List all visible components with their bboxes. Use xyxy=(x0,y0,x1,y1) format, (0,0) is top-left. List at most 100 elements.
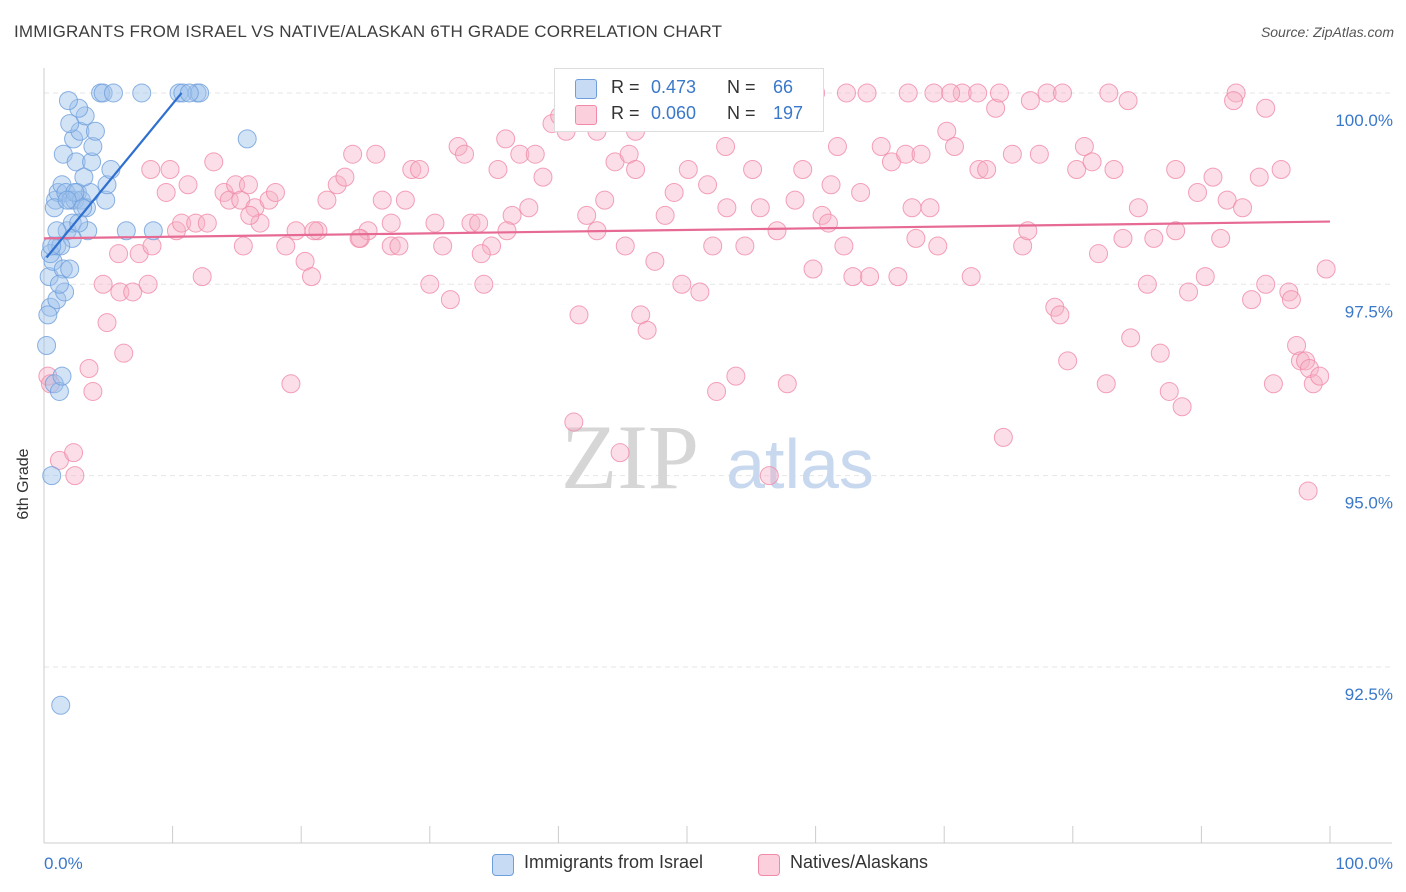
axes xyxy=(43,68,1392,844)
point-natives xyxy=(793,159,813,179)
point-natives xyxy=(750,198,770,218)
bottom-legend-swatch-israel xyxy=(492,854,514,876)
bottom-legend-israel[interactable]: Immigrants from Israel xyxy=(492,852,742,876)
point-natives xyxy=(455,144,475,164)
point-natives xyxy=(276,236,296,256)
x-tick-label: 0.0% xyxy=(44,854,83,873)
point-israel xyxy=(237,129,257,149)
point-natives xyxy=(595,190,615,210)
point-natives xyxy=(304,221,324,241)
point-israel xyxy=(51,695,71,715)
point-israel xyxy=(83,137,103,157)
point-natives xyxy=(986,98,1006,118)
point-natives xyxy=(1128,198,1148,218)
point-natives xyxy=(1211,228,1231,248)
point-natives xyxy=(502,205,522,225)
point-natives xyxy=(655,205,675,225)
point-natives xyxy=(1037,83,1057,103)
point-natives xyxy=(735,236,755,256)
point-israel xyxy=(37,336,57,356)
y-tick-label: 92.5% xyxy=(1345,685,1393,704)
bottom-legend-natives[interactable]: Natives/Alaskans xyxy=(758,852,958,876)
point-natives xyxy=(871,137,891,157)
point-israel xyxy=(57,190,77,210)
point-natives xyxy=(678,159,698,179)
point-israel xyxy=(58,91,78,111)
point-natives xyxy=(281,374,301,394)
point-natives xyxy=(944,137,964,157)
y-axis-label-wrap: 6th Grade xyxy=(6,420,46,550)
point-israel xyxy=(85,121,105,141)
point-natives xyxy=(851,182,871,202)
point-natives xyxy=(564,412,584,432)
point-natives xyxy=(114,343,134,363)
bottom-legend-label-israel: Immigrants from Israel xyxy=(524,852,704,872)
point-natives xyxy=(381,236,401,256)
point-natives xyxy=(1053,83,1073,103)
point-natives xyxy=(381,213,401,233)
point-natives xyxy=(626,159,646,179)
point-natives xyxy=(777,374,797,394)
tick-labels: 92.5% 95.0% 97.5% 100.0% 0.0% 100.0% xyxy=(44,111,1393,873)
point-natives xyxy=(1271,159,1291,179)
point-israel xyxy=(62,213,82,233)
point-natives xyxy=(989,83,1009,103)
point-natives xyxy=(615,236,635,256)
point-israel xyxy=(96,190,116,210)
point-natives xyxy=(448,137,468,157)
point-natives xyxy=(349,228,369,248)
point-natives xyxy=(690,282,710,302)
point-natives xyxy=(510,144,530,164)
point-natives xyxy=(488,159,508,179)
point-natives xyxy=(469,213,489,233)
point-natives xyxy=(1188,182,1208,202)
legend-r-value: 0.060 xyxy=(651,103,697,123)
point-natives xyxy=(1279,282,1299,302)
point-natives xyxy=(902,198,922,218)
point-israel xyxy=(47,290,67,310)
point-israel xyxy=(70,121,90,141)
point-natives xyxy=(238,175,258,195)
point-natives xyxy=(317,190,337,210)
point-natives xyxy=(1226,83,1246,103)
point-natives xyxy=(1104,159,1124,179)
point-natives xyxy=(343,144,363,164)
point-natives xyxy=(38,366,58,386)
point-natives xyxy=(1310,366,1330,386)
y-tick-label: 95.0% xyxy=(1345,494,1393,513)
point-natives xyxy=(645,251,665,271)
point-israel xyxy=(69,213,89,233)
point-natives xyxy=(569,305,589,325)
watermark-zip: ZIP xyxy=(561,406,699,508)
bottom-legend-swatch-natives xyxy=(758,854,780,876)
point-natives xyxy=(79,358,99,378)
trendline-natives xyxy=(43,220,1331,240)
point-natives xyxy=(1224,91,1244,111)
point-natives xyxy=(911,144,931,164)
point-natives xyxy=(250,213,270,233)
point-natives xyxy=(843,267,863,287)
point-natives xyxy=(610,443,630,463)
point-natives xyxy=(172,213,192,233)
point-natives xyxy=(968,83,988,103)
point-israel xyxy=(73,198,93,218)
point-natives xyxy=(941,83,961,103)
point-israel xyxy=(53,259,73,279)
point-natives xyxy=(993,427,1013,447)
point-natives xyxy=(233,236,253,256)
legend-r-label: R = xyxy=(611,103,640,123)
legend-swatch-israel xyxy=(575,79,597,99)
point-natives xyxy=(1263,374,1283,394)
point-natives xyxy=(440,290,460,310)
point-natives xyxy=(1029,144,1049,164)
point-natives xyxy=(716,137,736,157)
point-natives xyxy=(698,175,718,195)
point-natives xyxy=(827,137,847,157)
point-natives xyxy=(525,144,545,164)
point-natives xyxy=(759,466,779,486)
point-natives xyxy=(204,152,224,172)
point-natives xyxy=(402,159,422,179)
point-natives xyxy=(726,366,746,386)
point-natives xyxy=(1287,336,1307,356)
point-natives xyxy=(1303,374,1323,394)
